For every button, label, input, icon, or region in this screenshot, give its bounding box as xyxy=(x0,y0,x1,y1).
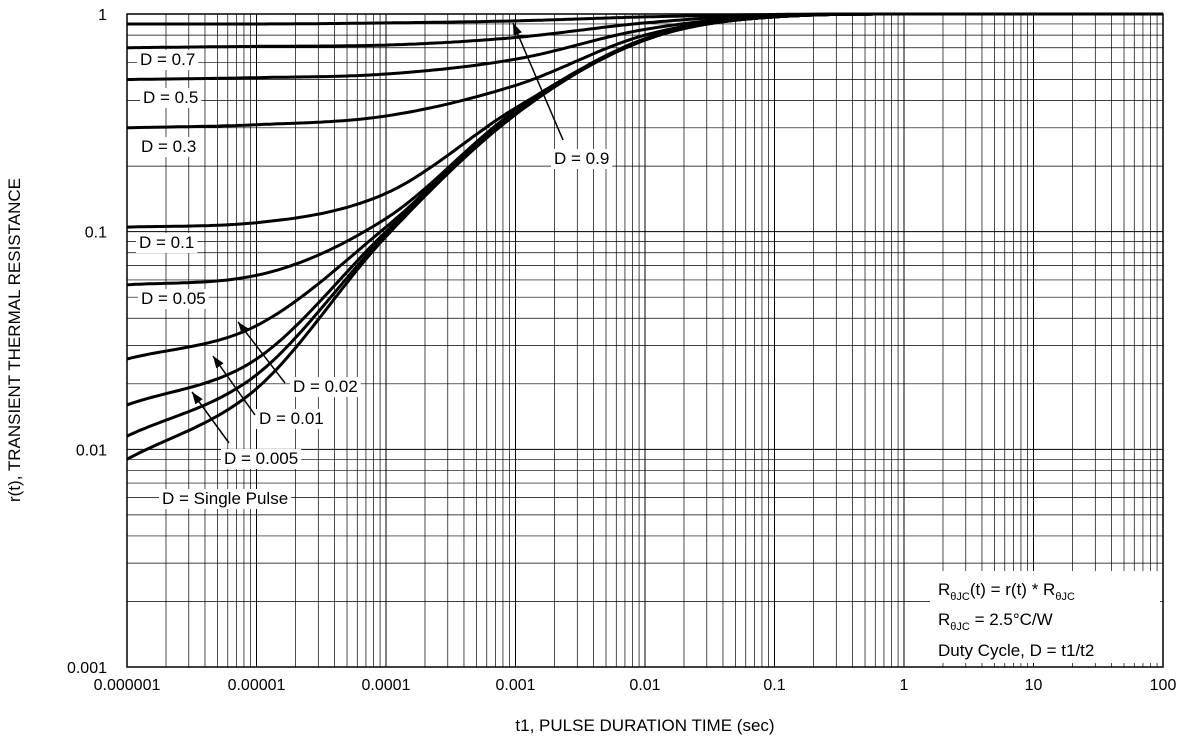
series-label-2: D = 0.5 xyxy=(140,88,202,108)
y-tick-label: 0.01 xyxy=(76,442,107,459)
info-box: RθJC(t) = r(t) * RθJC RθJC = 2.5°C/W Dut… xyxy=(930,571,1160,663)
series-label-8: D = 0.005 xyxy=(221,449,302,469)
series-label-1: D = 0.7 xyxy=(137,50,199,70)
x-tick-label: 0.0001 xyxy=(362,677,411,694)
x-tick-label: 0.1 xyxy=(763,677,785,694)
pointer-arrow-2 xyxy=(212,355,256,416)
x-tick-label: 0.00001 xyxy=(228,677,286,694)
series-label-text: D = 0.1 xyxy=(139,233,194,252)
grid-layer xyxy=(127,14,1163,667)
series-label-text: D = 0.05 xyxy=(141,289,206,308)
series-label-bg xyxy=(136,233,198,253)
x-tick-label: 0.000001 xyxy=(94,677,161,694)
info-box-bg xyxy=(930,571,1160,663)
info-line-2: RθJC = 2.5°C/W xyxy=(938,610,1053,633)
tick-layer: 0.000001 0.00001 0.0001 0.001 0.01 0.1 1 10 100 0… xyxy=(67,7,1176,694)
series-label-bg xyxy=(256,409,327,429)
x-tick-label: 1 xyxy=(900,677,909,694)
info-line-1: RθJC(t) = r(t) * RθJC xyxy=(938,580,1075,603)
x-tick-label: 10 xyxy=(1025,677,1043,694)
y-tick-label: 0.001 xyxy=(67,660,107,677)
series-label-text: D = Single Pulse xyxy=(162,489,288,508)
pointer-arrowhead-3 xyxy=(192,392,203,405)
series-label-bg xyxy=(138,289,209,309)
series-label-text: D = 0.3 xyxy=(141,137,196,156)
series-label-bg xyxy=(290,377,361,397)
label-layer: D = 0.9 D = 0.7 D = 0.5 D = 0.3 D = 0.1 D = 0… xyxy=(136,50,613,509)
pointer-arrow-0 xyxy=(512,22,564,141)
pointer-arrowhead-0 xyxy=(513,23,522,36)
info-line-3: Duty Cycle, D = t1/t2 xyxy=(938,641,1094,660)
series-label-bg xyxy=(159,489,292,509)
pointer-arrowhead-2 xyxy=(213,356,224,369)
x-tick-label: 100 xyxy=(1150,677,1177,694)
series-label-bg xyxy=(140,88,202,108)
y-tick-label: 1 xyxy=(98,7,107,24)
series-label-text: D = 0.02 xyxy=(293,377,358,396)
series-label-9: D = Single Pulse xyxy=(159,489,292,509)
x-tick-label: 0.01 xyxy=(629,677,660,694)
series-label-6: D = 0.02 xyxy=(290,377,361,397)
series-label-text: D = 0.5 xyxy=(143,88,198,107)
x-axis-title: t1, PULSE DURATION TIME (sec) xyxy=(515,716,774,735)
y-tick-label: 0.1 xyxy=(85,225,107,242)
series-label-text: D = 0.005 xyxy=(224,449,298,468)
series-label-3: D = 0.3 xyxy=(138,137,200,157)
series-line-9 xyxy=(126,12,1163,461)
series-label-0: D = 0.9 xyxy=(551,149,613,169)
arrow-layer xyxy=(191,22,564,444)
pointer-arrowhead-1 xyxy=(238,322,249,335)
series-label-bg xyxy=(221,449,302,469)
series-label-5: D = 0.05 xyxy=(138,289,209,309)
plot-frame xyxy=(126,13,1164,668)
series-label-7: D = 0.01 xyxy=(256,409,327,429)
series-label-bg xyxy=(137,50,199,70)
x-tick-label: 0.001 xyxy=(495,677,535,694)
series-label-4: D = 0.1 xyxy=(136,233,198,253)
pointer-arrow-1 xyxy=(237,321,286,384)
curve-layer xyxy=(126,12,1163,461)
series-label-bg xyxy=(138,137,200,157)
series-label-text: D = 0.01 xyxy=(259,409,324,428)
y-axis-title: r(t), TRANSIENT THERMAL RESISTANCE xyxy=(5,178,24,502)
series-label-text: D = 0.7 xyxy=(140,50,195,69)
series-label-text: D = 0.9 xyxy=(554,149,609,168)
series-label-bg xyxy=(551,149,613,169)
